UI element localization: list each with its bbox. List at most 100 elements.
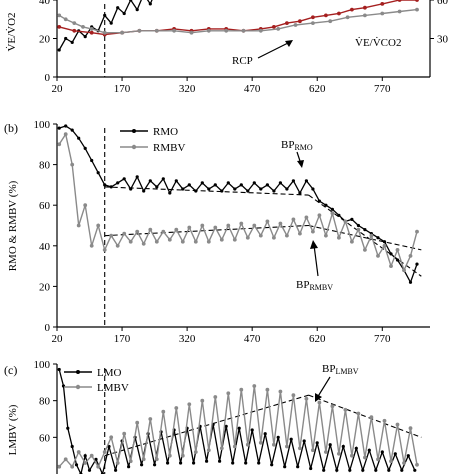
panel-c-series-lmo-point [341, 444, 345, 449]
panel-a-series-gray-point [224, 28, 229, 33]
panel-a-series-gray-point [276, 27, 281, 31]
panel-c-series-lmbv-point [272, 442, 276, 447]
panel-b-series-rmo-point [220, 189, 224, 193]
panel-c-series-lmo-point [387, 468, 391, 472]
panel-b-series-rmbv-point [70, 162, 75, 167]
panel-c-series-lmbv-point [193, 450, 198, 454]
panel-a-series-gray-point [380, 11, 385, 16]
panel-b-series-rmbv-point [265, 219, 270, 224]
panel-c-series-lmbv-point [285, 444, 289, 449]
panel-b-ytick-label: 80 [39, 160, 51, 172]
panel-a-series-black-point [103, 13, 107, 17]
panel-b-series-rmo-point [324, 203, 328, 207]
panel-a-series-gray-line [58, 8, 418, 34]
panel-a-xtick-label: 770 [374, 83, 391, 95]
panel-b-legend: RMO RMBV [120, 126, 185, 154]
panel-c-series-lmo-point [87, 468, 92, 472]
panel-c-series-lmbv-point [324, 450, 328, 454]
panel-b-xtick-label: 620 [309, 333, 326, 345]
panel-c-series-lmo-point [153, 463, 157, 467]
panel-c-series-lmo-point [231, 461, 235, 465]
panel-b-series-rmo-point [272, 189, 276, 193]
panel-b-series-rmbv-point [415, 229, 419, 234]
panel-b-series-rmbv-point [96, 223, 101, 228]
panel-a-series-gray-point [72, 21, 77, 25]
panel-a-series-black-point [148, 2, 152, 6]
panel-a-rcp-arrowhead [285, 40, 293, 47]
panel-b-series-rmo-point [317, 199, 321, 203]
panel-a-series-gray-point [63, 17, 68, 22]
panel-b-series-rmbv-point [174, 227, 179, 232]
panel-c-series-lmbv-point [369, 415, 374, 420]
panel-b-series-rmo-point [337, 213, 341, 217]
panel-b-series-rmbv-point [304, 215, 309, 220]
panel-b-series-rmbv-point [135, 229, 140, 234]
panel-c-series-lmbv-point [382, 418, 387, 423]
panel-c-series-lmo-point [283, 465, 287, 469]
panel-a-series-gray-point [258, 28, 263, 33]
panel-a-series-red-point [363, 5, 367, 10]
panel-b-series-rmo-point [389, 252, 393, 256]
panel-c-series-lmbv-point [258, 440, 263, 445]
panel-b-series-rmo-point [259, 187, 263, 191]
panel-b-series-rmo-line [59, 125, 418, 284]
panel-c-series-lmbv-point [245, 442, 250, 447]
panel-b-series-rmo-point [168, 191, 172, 195]
panel-b-series-rmo-point [330, 207, 334, 211]
panel-b-series-rmbv-point [102, 248, 107, 252]
panel-c-series-lmbv-point [278, 389, 283, 394]
panel-b-series-rmo-point [415, 262, 419, 266]
panel-a-series-black-line [58, 0, 153, 51]
panel-b-series-rmbv-point [115, 243, 120, 248]
panel-a-series-red-point [89, 30, 94, 35]
panel-c-series-lmbv-point [89, 453, 94, 458]
panel-c-series-lmo-point [354, 446, 358, 450]
panel-a-series-gray-point [189, 30, 194, 35]
panel-b-series-rmbv-point [83, 203, 88, 208]
panel-b-series-rmbv-point [161, 229, 166, 234]
panel-b-series-rmbv-point [317, 213, 322, 218]
panel-b-series-rmo-point [350, 217, 354, 221]
panel-c-series-lmo-point [302, 439, 306, 443]
panel-c-series-lmbv-point [96, 464, 101, 469]
legend-lmo-marker [76, 370, 80, 374]
panel-a-ytick-label: 20 [39, 34, 51, 46]
panel-a-y2label: V̇E/V̇CO2 [355, 37, 401, 49]
panel-c-series-lmbv-point [102, 450, 107, 454]
panel-b-xtick-label: 470 [244, 333, 261, 345]
panel-a-ytick-label: 0 [45, 72, 51, 84]
panel-b-series-rmbv-point [272, 235, 276, 240]
panel-b-xtick-label: 320 [179, 333, 196, 345]
panel-a-series-red-point [72, 28, 77, 33]
panel-b-series-rmbv-point [148, 227, 153, 232]
legend-rmbv-label: RMBV [153, 142, 185, 154]
panel-c-series-lmbv-point [350, 453, 354, 458]
panel-a-rcp-label: RCP [232, 55, 253, 67]
panel-b-series-rmbv-point [298, 231, 302, 236]
panel-b-series-rmo-point [252, 181, 256, 185]
panel-a-series-gray-point [328, 19, 333, 24]
panel-a-xtick-label: 170 [114, 83, 131, 95]
panel-b-ytick-label: 40 [39, 241, 51, 253]
panel-c: (c) 60 80 100 LMBV (%) LMO LMBV BPLMBV [4, 359, 422, 474]
panel-c-series-lmo-point [74, 463, 79, 467]
panel-a-series-red-point [298, 19, 302, 24]
panel-c-series-lmbv-line [58, 385, 418, 469]
panel-a-series-gray-point [293, 23, 298, 27]
panel-a-series-gray-point [397, 9, 402, 14]
panel-a-xtick-label: 20 [52, 83, 64, 95]
panel-b-series-rmo-point [142, 189, 146, 193]
panel-c-bp-lmbv-arrowhead [315, 393, 322, 402]
panel-c-series-lmo-point [335, 468, 339, 472]
panel-a-xtick-label: 470 [244, 83, 261, 95]
panel-c-series-lmbv-point [174, 406, 179, 410]
panel-b-series-rmbv-point [330, 211, 335, 216]
panel-c-series-lmbv-point [63, 457, 68, 462]
panel-b-series-rmbv-point [245, 235, 250, 240]
panel-c-label: (c) [4, 363, 17, 377]
panel-c-series-lmo-point [393, 452, 397, 456]
panel-b-series-rmbv-point [122, 231, 127, 236]
panel-b-series-rmbv-point [337, 235, 341, 240]
